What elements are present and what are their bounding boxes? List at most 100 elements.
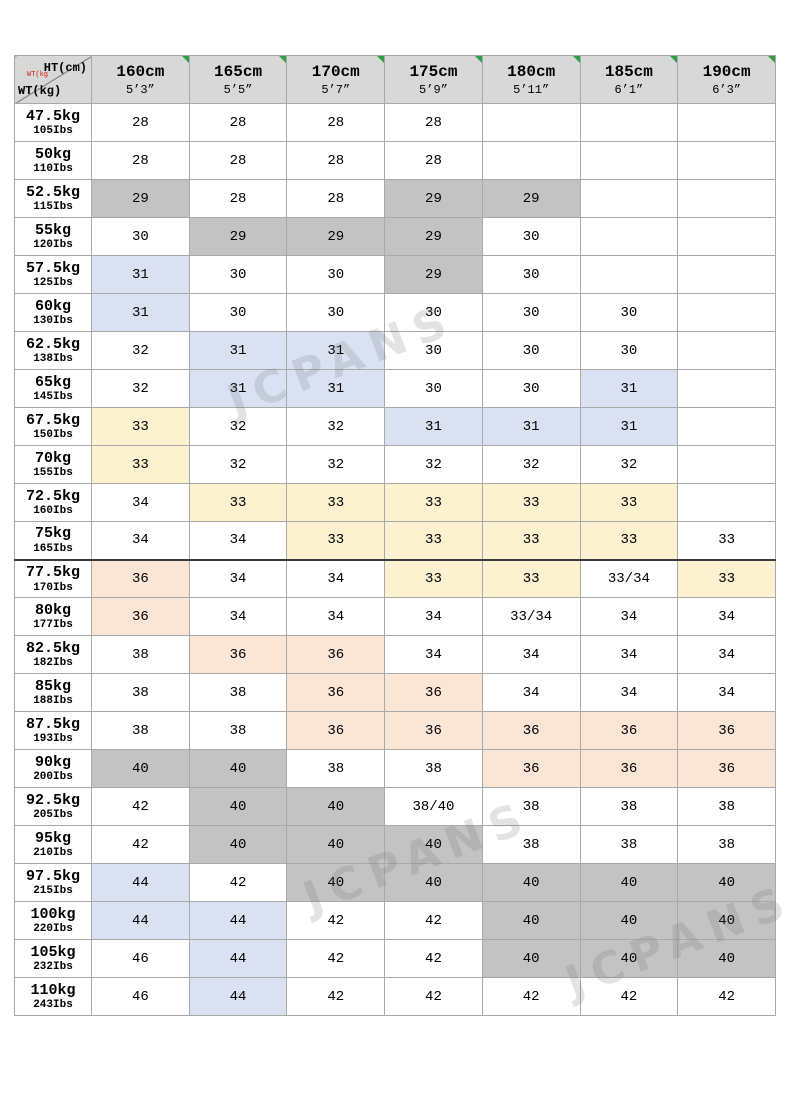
size-cell: 30 bbox=[188, 255, 288, 294]
size-cell bbox=[579, 141, 679, 180]
size-cell: 30 bbox=[481, 369, 581, 408]
size-cell: 28 bbox=[188, 103, 288, 142]
size-cell: 34 bbox=[579, 597, 679, 636]
size-chart-table: HT(cm) WT(kg) WT(kg 160cm 5’3” 165cm 5’5” 17… bbox=[14, 55, 776, 1016]
weight-lbs-label: 105Ibs bbox=[33, 125, 73, 138]
size-cell: 38 bbox=[481, 787, 581, 826]
weight-row-header: 100kg 220Ibs bbox=[14, 901, 92, 940]
size-cell bbox=[677, 141, 776, 180]
weight-kg-label: 80kg bbox=[34, 601, 71, 619]
size-cell: 34 bbox=[677, 597, 776, 636]
size-cell: 38 bbox=[286, 749, 386, 788]
size-cell: 30 bbox=[481, 217, 581, 256]
size-cell: 30 bbox=[384, 293, 483, 332]
size-cell: 30 bbox=[481, 331, 581, 370]
table-row: 62.5kg 138Ibs 32 31 31 30 30 30 bbox=[14, 331, 776, 370]
weight-row-header: 52.5kg 115Ibs bbox=[14, 179, 92, 218]
column-header-185cm: 185cm 6’1” bbox=[579, 55, 679, 104]
size-cell: 42 bbox=[579, 977, 679, 1016]
size-cell: 30 bbox=[481, 293, 581, 332]
size-cell: 32 bbox=[188, 407, 288, 446]
weight-kg-label: 70kg bbox=[34, 449, 71, 467]
size-cell: 32 bbox=[91, 369, 190, 408]
size-cell: 36 bbox=[579, 749, 679, 788]
corner-cell: HT(cm) WT(kg) WT(kg bbox=[14, 55, 92, 104]
size-cell: 40 bbox=[188, 825, 288, 864]
size-cell: 30 bbox=[384, 331, 483, 370]
weight-row-header: 60kg 130Ibs bbox=[14, 293, 92, 332]
size-cell: 40 bbox=[188, 787, 288, 826]
size-cell: 42 bbox=[384, 977, 483, 1016]
size-cell: 42 bbox=[91, 787, 190, 826]
table-row: 100kg 220Ibs 44 44 42 42 40 40 40 bbox=[14, 901, 776, 940]
size-cell: 34 bbox=[286, 597, 386, 636]
table-row: 67.5kg 150Ibs 33 32 32 31 31 31 bbox=[14, 407, 776, 446]
green-flag-icon bbox=[572, 56, 580, 63]
size-cell: 30 bbox=[481, 255, 581, 294]
size-cell: 36 bbox=[286, 711, 386, 750]
weight-kg-label: 67.5kg bbox=[25, 411, 80, 429]
size-cell: 33/34 bbox=[579, 558, 679, 598]
size-cell: 28 bbox=[384, 141, 483, 180]
size-cell: 33 bbox=[188, 483, 288, 522]
size-cell: 46 bbox=[91, 939, 190, 978]
weight-lbs-label: 215Ibs bbox=[33, 885, 73, 898]
size-cell: 30 bbox=[286, 293, 386, 332]
size-cell: 40 bbox=[579, 863, 679, 902]
weight-row-header: 75kg 165Ibs bbox=[14, 521, 92, 560]
size-cell: 31 bbox=[481, 407, 581, 446]
size-cell: 30 bbox=[579, 293, 679, 332]
weight-lbs-label: 120Ibs bbox=[33, 239, 73, 252]
weight-kg-label: 95kg bbox=[34, 829, 71, 847]
weight-row-header: 62.5kg 138Ibs bbox=[14, 331, 92, 370]
height-cm-label: 175cm bbox=[409, 63, 458, 82]
weight-lbs-label: 193Ibs bbox=[33, 733, 73, 746]
weight-kg-label: 77.5kg bbox=[25, 563, 80, 581]
size-cell: 38 bbox=[579, 787, 679, 826]
size-cell: 28 bbox=[286, 103, 386, 142]
size-cell: 36 bbox=[481, 711, 581, 750]
size-cell: 38 bbox=[481, 825, 581, 864]
height-cm-label: 160cm bbox=[116, 63, 165, 82]
table-row: 60kg 130Ibs 31 30 30 30 30 30 bbox=[14, 293, 776, 332]
size-cell: 36 bbox=[384, 673, 483, 712]
size-cell: 34 bbox=[677, 673, 776, 712]
size-cell: 38 bbox=[188, 673, 288, 712]
size-cell: 38 bbox=[91, 711, 190, 750]
weight-lbs-label: 177Ibs bbox=[33, 619, 73, 632]
size-cell: 34 bbox=[481, 673, 581, 712]
size-cell: 34 bbox=[579, 673, 679, 712]
size-cell: 40 bbox=[481, 863, 581, 902]
size-cell: 38/40 bbox=[384, 787, 483, 826]
table-row: 82.5kg 182Ibs 38 36 36 34 34 34 34 bbox=[14, 635, 776, 674]
size-cell: 46 bbox=[91, 977, 190, 1016]
weight-kg-label: 100kg bbox=[30, 905, 76, 923]
weight-lbs-label: 200Ibs bbox=[33, 771, 73, 784]
weight-lbs-label: 243Ibs bbox=[33, 999, 73, 1012]
size-cell bbox=[677, 407, 776, 446]
size-cell bbox=[677, 103, 776, 142]
weight-row-header: 70kg 155Ibs bbox=[14, 445, 92, 484]
size-cell: 28 bbox=[286, 141, 386, 180]
size-cell: 40 bbox=[481, 939, 581, 978]
size-cell: 44 bbox=[188, 901, 288, 940]
weight-lbs-label: 130Ibs bbox=[33, 315, 73, 328]
size-cell: 33 bbox=[91, 445, 190, 484]
size-cell: 40 bbox=[286, 787, 386, 826]
size-cell: 34 bbox=[286, 558, 386, 598]
weight-lbs-label: 115Ibs bbox=[33, 201, 73, 214]
height-ft-label: 5’11” bbox=[513, 82, 550, 97]
size-cell: 34 bbox=[384, 635, 483, 674]
size-cell: 28 bbox=[91, 141, 190, 180]
size-cell: 30 bbox=[286, 255, 386, 294]
size-cell: 31 bbox=[384, 407, 483, 446]
height-cm-label: 190cm bbox=[702, 63, 751, 82]
size-cell: 44 bbox=[91, 863, 190, 902]
table-row: 47.5kg 105Ibs 28 28 28 28 bbox=[14, 103, 776, 142]
weight-lbs-label: 220Ibs bbox=[33, 923, 73, 936]
table-row: 105kg 232Ibs 46 44 42 42 40 40 40 bbox=[14, 939, 776, 978]
size-cell: 40 bbox=[91, 749, 190, 788]
size-cell: 34 bbox=[188, 521, 288, 560]
size-cell: 30 bbox=[579, 331, 679, 370]
size-cell: 42 bbox=[677, 977, 776, 1016]
